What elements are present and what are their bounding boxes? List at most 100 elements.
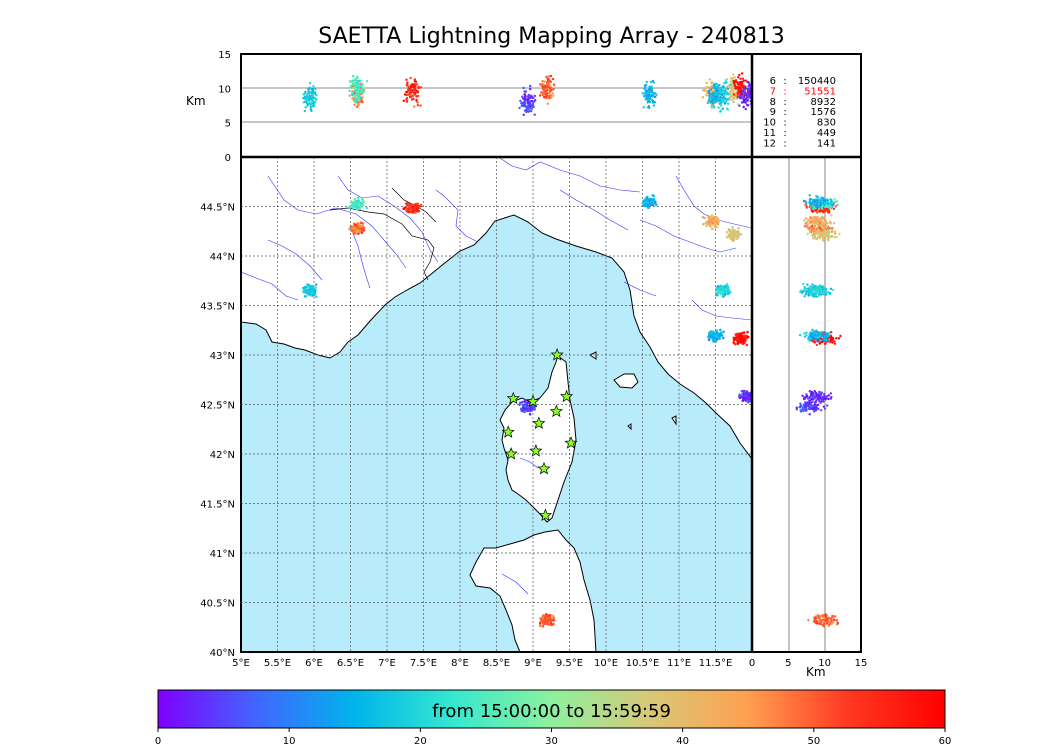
- lightning-point: [414, 206, 417, 209]
- lightning-point: [403, 93, 407, 96]
- lightning-point: [647, 104, 651, 108]
- lightning-point: [705, 94, 708, 97]
- lightning-point: [820, 285, 824, 289]
- lightning-point: [742, 89, 745, 92]
- lightning-point: [702, 222, 705, 226]
- lightning-point: [827, 338, 831, 341]
- lightning-point: [743, 91, 746, 94]
- lightning-point: [641, 92, 644, 95]
- lightning-point: [822, 333, 825, 336]
- lightning-point: [744, 394, 747, 397]
- lightning-point: [824, 293, 827, 297]
- lightning-point: [356, 227, 360, 231]
- lightning-point: [531, 104, 535, 107]
- lightning-point: [416, 104, 419, 107]
- side-km-axis-label: Km: [806, 665, 826, 679]
- lightning-point: [814, 198, 818, 201]
- lightning-point: [302, 96, 305, 100]
- lightning-point: [721, 295, 725, 298]
- lightning-point: [809, 217, 812, 220]
- lightning-point: [411, 90, 414, 94]
- station-count-value: 141: [817, 138, 836, 149]
- lightning-point: [410, 98, 414, 101]
- lightning-point: [405, 207, 408, 211]
- lightning-point: [353, 79, 356, 83]
- lightning-point: [740, 339, 743, 342]
- lightning-point: [808, 395, 811, 399]
- lightning-point: [538, 621, 542, 625]
- station-count-row: 6: 150440: [770, 76, 836, 87]
- lightning-point: [303, 109, 306, 113]
- lightning-point: [541, 93, 544, 97]
- lightning-point: [725, 107, 729, 110]
- colorbar-tick-label: 20: [414, 736, 427, 747]
- latitude-tick-label: 41.5°N: [200, 500, 235, 511]
- lightning-point: [834, 200, 837, 203]
- lightning-point: [819, 401, 822, 404]
- lightning-point: [712, 335, 716, 339]
- lightning-point: [798, 333, 802, 337]
- lightning-point: [818, 616, 821, 620]
- colorbar-tick-label: 30: [545, 736, 558, 747]
- lightning-point: [808, 390, 811, 393]
- lightning-point: [822, 405, 826, 408]
- lightning-point: [527, 93, 530, 97]
- lightning-point: [803, 295, 806, 298]
- lightning-point: [807, 293, 810, 296]
- lightning-point: [731, 86, 734, 89]
- lightning-point: [553, 84, 556, 87]
- lightning-point: [365, 206, 369, 210]
- lightning-point: [732, 97, 735, 101]
- lightning-point: [813, 229, 816, 232]
- lightning-point: [811, 328, 814, 332]
- lightning-point: [817, 198, 821, 201]
- lightning-point: [349, 86, 352, 89]
- lightning-point: [645, 89, 648, 92]
- lightning-point: [815, 202, 818, 205]
- lightning-point: [715, 329, 719, 332]
- lightning-point: [708, 224, 712, 228]
- lightning-point: [799, 410, 803, 413]
- lightning-point: [306, 104, 309, 107]
- lightning-point: [313, 289, 317, 292]
- lightning-point: [529, 87, 532, 91]
- elba-island: [613, 373, 639, 389]
- lightning-point: [736, 91, 739, 95]
- lightning-point: [727, 102, 730, 105]
- lightning-point: [310, 87, 314, 90]
- lightning-point: [405, 100, 409, 103]
- lightning-point: [523, 98, 526, 101]
- lightning-point: [354, 200, 358, 204]
- lightning-point: [821, 396, 824, 399]
- lightning-point: [799, 402, 802, 405]
- lightning-point: [813, 231, 817, 234]
- lightning-point: [827, 225, 830, 228]
- lightning-point: [816, 236, 820, 239]
- lightning-point: [810, 333, 814, 336]
- lightning-point: [744, 391, 748, 395]
- lightning-point: [813, 401, 816, 404]
- lightning-points-map: [302, 194, 752, 628]
- lightning-point: [361, 90, 364, 94]
- lightning-point: [748, 83, 751, 86]
- lightning-point: [733, 228, 736, 232]
- lightning-point: [820, 198, 823, 201]
- lightning-point: [833, 236, 836, 239]
- lightning-point: [363, 200, 366, 204]
- lightning-point: [811, 391, 815, 395]
- longitude-tick-label: 10°E: [594, 658, 618, 669]
- lightning-point: [740, 390, 744, 393]
- lightning-point: [824, 221, 828, 224]
- lightning-point: [727, 289, 731, 293]
- lightning-point: [821, 217, 824, 220]
- lightning-point: [306, 87, 310, 90]
- lightning-point: [812, 291, 815, 294]
- lightning-point: [546, 82, 549, 86]
- altitude-tick-label: 15: [218, 50, 231, 61]
- lightning-point: [413, 92, 416, 95]
- lightning-point: [519, 401, 522, 405]
- lightning-point: [822, 400, 825, 403]
- lightning-point: [531, 99, 534, 103]
- lightning-point: [711, 221, 714, 225]
- lightning-point: [725, 287, 728, 290]
